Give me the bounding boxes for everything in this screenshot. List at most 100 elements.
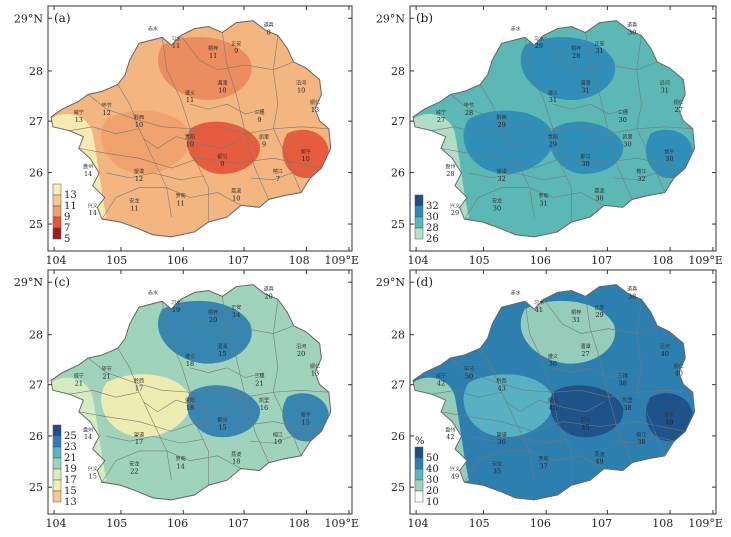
contour-patch (520, 36, 616, 101)
legend-label: 30 (426, 212, 439, 223)
station-value: 27 (675, 106, 683, 114)
station-value: 45 (549, 404, 557, 412)
legend-swatch (52, 194, 62, 207)
legend-swatch (414, 490, 424, 503)
station-value: 40 (675, 369, 683, 377)
contour-patch (101, 374, 191, 438)
station-name: 盘州 (445, 162, 455, 170)
station-name: 正安 (231, 39, 241, 47)
county-border (106, 172, 204, 181)
station-value: 30 (581, 160, 589, 168)
station-name: 荔波 (594, 186, 605, 194)
station-name: 正安 (594, 39, 604, 47)
station-value: 20 (297, 350, 305, 358)
station-name: 黎平 (664, 411, 674, 419)
station-name: 三穗 (618, 371, 629, 379)
station-value: 10 (218, 86, 226, 94)
contour-patch (158, 36, 252, 101)
station-name: 沿河 (296, 78, 307, 86)
station-value: 18 (186, 360, 194, 368)
y-tick-label: 27 (29, 379, 43, 392)
county-border (585, 296, 633, 463)
legend-swatch (52, 479, 62, 492)
station-value: 20 (265, 292, 273, 300)
x-tick-label: 108 (289, 517, 310, 530)
station-value: 38 (619, 379, 627, 387)
county-border (613, 435, 675, 444)
station-name: 罗甸 (538, 455, 548, 463)
station-value: 17 (135, 438, 143, 446)
station-name: 安龙 (129, 459, 139, 467)
county-border (524, 37, 572, 223)
station-name: 遵义 (185, 88, 196, 96)
station-value: 43 (497, 384, 505, 392)
contour-patch (282, 393, 329, 442)
station-name: 望谟 (134, 167, 145, 175)
panel-d: 赤水习水41道真38正安29桐梓31沿河40威宁42毕节50黔西43遵义36湄潭… (376, 269, 723, 530)
map-c: 赤水习水19道真20正安14桐梓20沿河20威宁21毕节21黔西17遵义18湄潭… (50, 284, 332, 501)
x-tick-label: 109°E (324, 254, 359, 267)
station-name: 黔西 (134, 113, 144, 121)
county-border (101, 187, 242, 220)
station-name: 凯里 (622, 396, 632, 404)
legend-swatch (414, 446, 424, 459)
county-border (552, 103, 628, 115)
station-name: 沿河 (660, 78, 671, 86)
county-border (543, 299, 658, 334)
legend-label: 28 (426, 223, 439, 234)
panel-frame (47, 269, 353, 515)
station-name: 凯里 (259, 132, 269, 140)
legend-swatch (414, 227, 424, 240)
legend-label: 13 (64, 190, 77, 201)
station-name: 桐梓 (208, 308, 218, 316)
station-value: 30 (623, 140, 631, 148)
station-value: 28 (446, 170, 454, 178)
county-border (506, 399, 605, 413)
panel-b: 赤水习水29道真30正安31桐梓28沿河31威宁27毕节28黔西29遵义31湄潭… (376, 5, 723, 267)
station-value: 50 (465, 372, 473, 380)
x-tick-label: 106 (530, 517, 551, 530)
station-name: 荔波 (231, 450, 242, 458)
station-name: 正安 (231, 303, 241, 311)
station-value: 42 (446, 433, 454, 441)
legend-swatch (414, 205, 424, 218)
station-name: 赤水 (148, 288, 159, 296)
station-name: 赤水 (148, 24, 159, 32)
station-value: 20 (209, 316, 217, 324)
y-tick-label: 26 (391, 167, 405, 180)
county-border (479, 84, 535, 218)
legend-label: 11 (64, 201, 77, 212)
station-value: 32 (637, 175, 645, 183)
station-value: 9 (257, 116, 261, 124)
station-name: 安龙 (492, 459, 503, 467)
station-value: 14 (232, 311, 240, 319)
station-value: 31 (539, 199, 547, 207)
station-name: 湄潭 (580, 342, 590, 350)
station-value: 15 (218, 350, 226, 358)
legend-swatch (52, 183, 62, 196)
station-name: 毕节 (102, 101, 112, 109)
county-border (613, 172, 675, 181)
x-tick-label: 106 (530, 254, 551, 267)
station-value: 38 (628, 292, 636, 300)
y-tick-label: 26 (391, 430, 405, 443)
county-border (273, 35, 302, 193)
station-name: 习水 (534, 298, 545, 306)
station-name: 兴义 (450, 464, 461, 472)
y-tick-label: 29°N (14, 276, 43, 289)
county-border (189, 367, 265, 378)
y-tick-label: 29°N (14, 12, 43, 25)
county-border (440, 411, 686, 432)
county-border (543, 35, 658, 71)
station-name: 都匀 (217, 415, 227, 423)
county-border (464, 450, 605, 483)
county-border (450, 94, 693, 134)
station-name: 遵义 (185, 352, 196, 360)
county-border (143, 136, 242, 149)
station-name: 望谟 (497, 167, 508, 175)
station-value: 49 (595, 458, 603, 466)
county-border (440, 148, 686, 169)
legend-label: 19 (64, 464, 77, 475)
station-value: 12 (102, 109, 110, 117)
